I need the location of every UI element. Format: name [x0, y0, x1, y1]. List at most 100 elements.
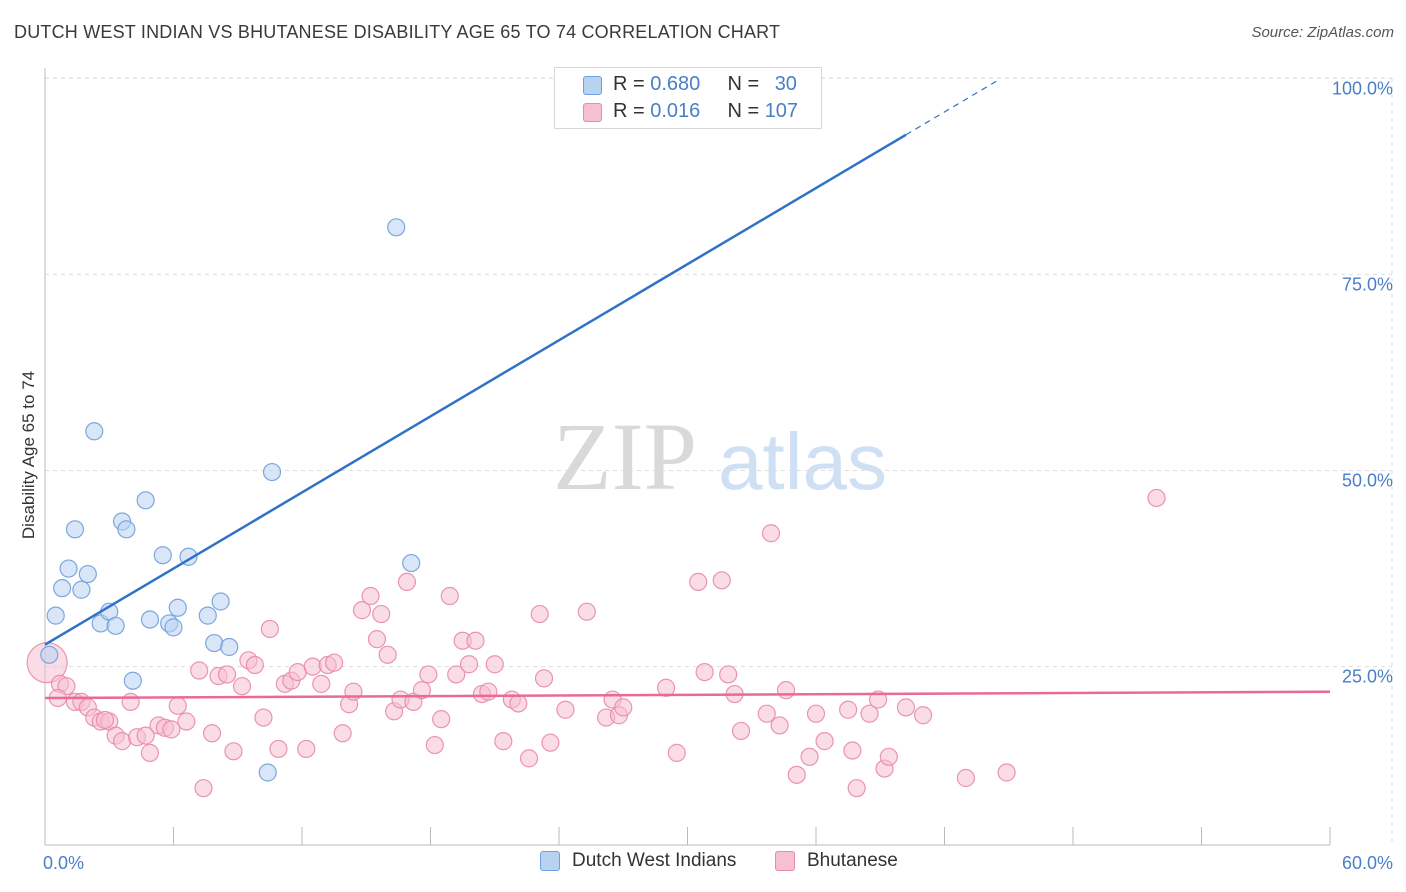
legend-r-label: R = — [613, 100, 651, 122]
legend-n-label: N = — [727, 73, 765, 95]
legend-item-bhutanese[interactable]: Bhutanese — [775, 850, 898, 872]
point-dutch-west-indians — [164, 618, 183, 637]
point-bhutanese — [217, 665, 237, 684]
point-bhutanese — [447, 665, 466, 684]
point-dutch-west-indians — [65, 520, 85, 539]
point-bhutanese — [168, 696, 187, 715]
point-dutch-west-indians — [198, 606, 217, 625]
point-bhutanese — [479, 682, 498, 701]
watermark-zip: ZIP — [553, 403, 697, 510]
point-bhutanese — [761, 524, 781, 543]
point-bhutanese — [459, 655, 479, 674]
point-bhutanese — [1147, 488, 1166, 508]
point-dutch-west-indians — [153, 546, 172, 565]
y-tick-label: 100.0% — [1332, 78, 1393, 98]
y-tick-label: 25.0% — [1342, 667, 1393, 687]
point-bhutanese — [695, 662, 714, 682]
legend-label: Bhutanese — [807, 850, 898, 871]
point-bhutanese — [112, 732, 132, 751]
point-bhutanese — [509, 694, 528, 713]
point-bhutanese — [770, 716, 789, 735]
point-dutch-west-indians — [59, 559, 78, 578]
point-dutch-west-indians — [402, 553, 421, 573]
point-bhutanese — [800, 747, 819, 766]
legend-n-label: N = — [727, 100, 765, 122]
trend-line-bhutanese — [44, 690, 1331, 700]
source-label: Source: ZipAtlas.com — [1251, 24, 1394, 41]
point-bhutanese — [440, 586, 459, 606]
point-bhutanese — [397, 572, 417, 591]
chart-title: DUTCH WEST INDIAN VS BHUTANESE DISABILIT… — [14, 22, 781, 42]
point-bhutanese — [879, 747, 898, 766]
point-bhutanese — [776, 681, 796, 700]
point-dutch-west-indians — [136, 491, 155, 510]
point-dutch-west-indians — [258, 763, 277, 782]
point-bhutanese — [731, 721, 751, 741]
point-bhutanese — [494, 732, 513, 751]
point-bhutanese — [847, 779, 866, 798]
point-bhutanese — [667, 743, 686, 762]
correlation-legend: R = 0.680 N = 30 R = 0.016 N = 107 — [554, 67, 822, 129]
point-bhutanese — [419, 665, 438, 684]
point-bhutanese — [412, 681, 432, 700]
point-bhutanese — [815, 732, 834, 751]
point-bhutanese — [485, 655, 504, 674]
y-tick-label: 75.0% — [1342, 274, 1393, 294]
point-dutch-west-indians — [40, 645, 59, 664]
point-bhutanese — [190, 661, 209, 680]
x-tick-label: 0.0% — [43, 853, 84, 873]
point-bhutanese — [466, 631, 485, 650]
point-bhutanese — [689, 572, 708, 591]
legend-r-value: 0.680 — [650, 73, 701, 95]
point-bhutanese — [614, 698, 633, 717]
legend-r-label: R = — [613, 73, 651, 95]
point-bhutanese — [577, 602, 596, 621]
point-bhutanese — [997, 763, 1016, 782]
point-bhutanese — [530, 604, 549, 624]
tick-labels: 25.0% 50.0% 75.0% 100.0% 0.0% 60.0% — [43, 78, 1393, 873]
legend-n-value: 107 — [764, 100, 799, 122]
legend-item-dutch-west-indians[interactable]: Dutch West Indians — [540, 850, 736, 872]
point-bhutanese — [352, 601, 372, 620]
point-bhutanese — [245, 655, 264, 675]
point-bhutanese — [556, 700, 575, 719]
point-dutch-west-indians — [78, 564, 97, 584]
point-dutch-west-indians — [262, 462, 282, 482]
point-dutch-west-indians — [168, 598, 187, 617]
point-bhutanese — [806, 704, 826, 723]
y-axis-label: Disability Age 65 to 74 — [19, 371, 38, 539]
point-dutch-west-indians — [123, 671, 142, 690]
point-bhutanese — [260, 619, 279, 639]
point-bhutanese — [378, 645, 397, 664]
point-bhutanese — [656, 678, 676, 697]
point-bhutanese — [372, 604, 391, 624]
point-dutch-west-indians — [46, 606, 65, 625]
point-bhutanese — [519, 749, 539, 768]
point-bhutanese — [297, 739, 316, 759]
x-tick-label: 60.0% — [1342, 853, 1393, 873]
point-bhutanese — [95, 710, 115, 730]
point-dutch-west-indians — [53, 579, 72, 598]
point-bhutanese — [202, 724, 222, 743]
point-bhutanese — [712, 571, 731, 590]
legend-r-value: 0.016 — [650, 100, 701, 122]
point-dutch-west-indians — [387, 218, 406, 237]
point-bhutanese — [860, 704, 879, 723]
point-bhutanese — [194, 779, 213, 798]
watermark: ZIP atlas — [553, 403, 887, 510]
legend-n-value: 30 — [774, 73, 797, 95]
point-bhutanese — [269, 739, 288, 759]
series-legend: Dutch West Indians Bhutanese — [0, 850, 1406, 878]
point-bhutanese — [136, 726, 155, 745]
trend-line-dutch-west-indians — [44, 133, 907, 646]
watermark-atlas: atlas — [718, 417, 887, 506]
point-bhutanese — [757, 704, 776, 723]
point-bhutanese — [534, 669, 554, 688]
point-bhutanese — [162, 720, 181, 739]
point-bhutanese — [956, 768, 976, 788]
point-bhutanese — [839, 700, 858, 719]
legend-swatch-blue — [540, 851, 560, 871]
point-bhutanese — [312, 674, 331, 693]
legend-swatch-blue — [583, 76, 602, 95]
legend-label: Dutch West Indians — [572, 850, 737, 871]
